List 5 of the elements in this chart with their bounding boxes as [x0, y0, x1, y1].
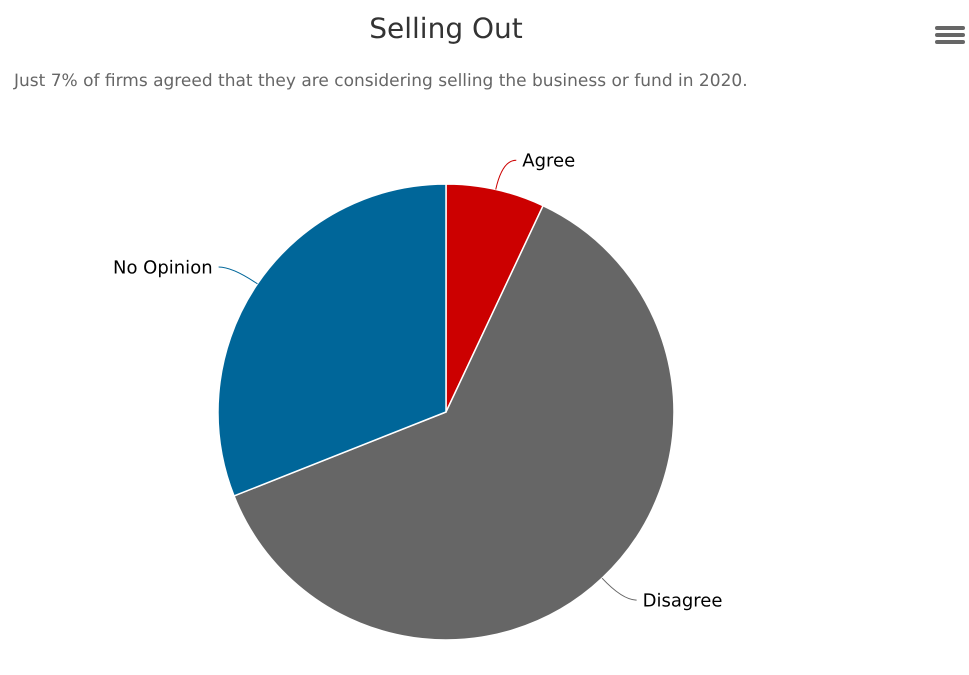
chart-title: Selling Out: [369, 12, 523, 45]
chart-subtitle: Just 7% of firms agreed that they are considering selling the business or fund in 2020.: [13, 71, 748, 91]
slice-label: No Opinion: [112, 257, 213, 278]
slice-label: Agree: [522, 150, 576, 172]
slice-label: Disagree: [642, 590, 722, 612]
